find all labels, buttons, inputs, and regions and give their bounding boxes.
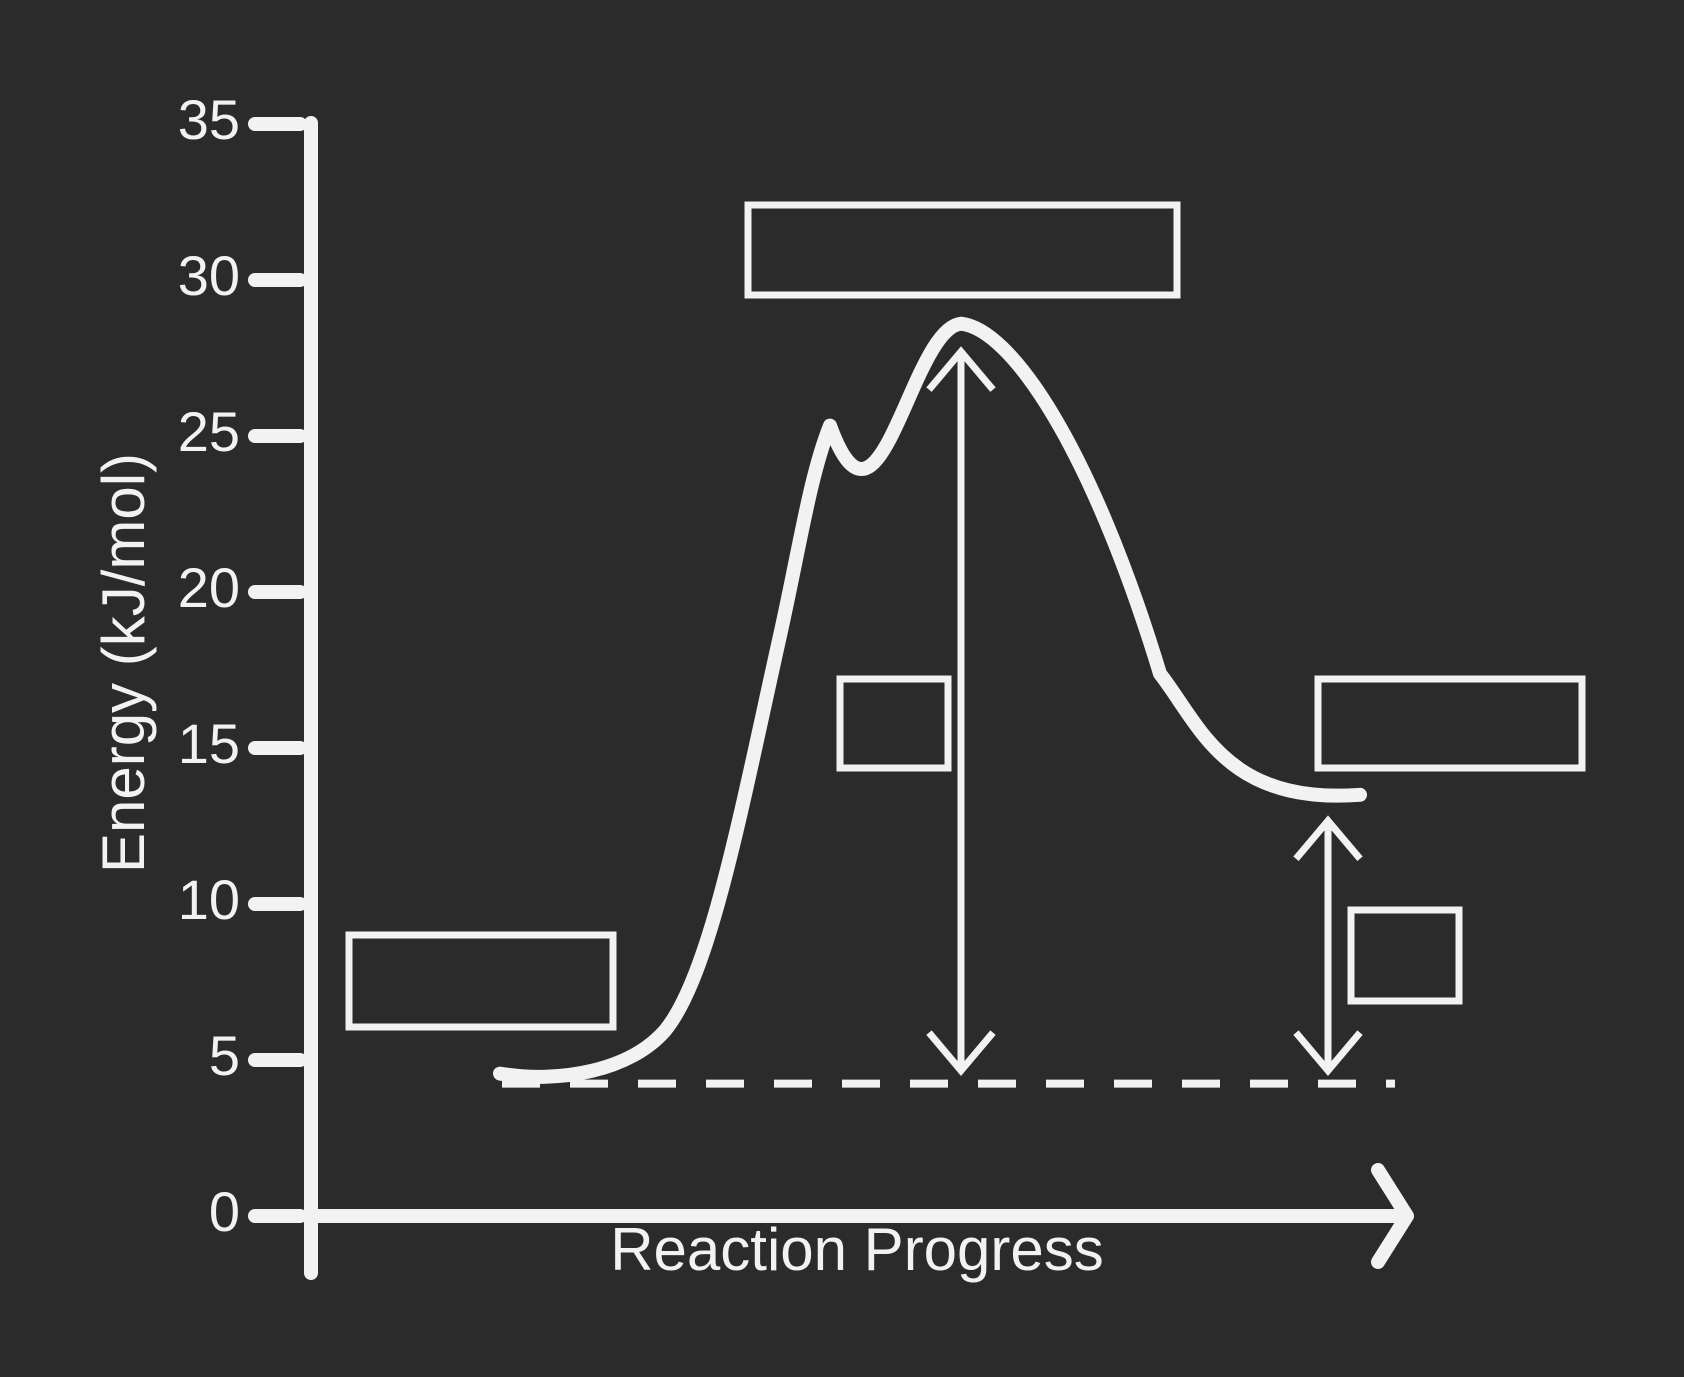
y-tick-label: 5 <box>209 1024 240 1087</box>
products-label-box[interactable] <box>1314 675 1586 772</box>
y-tick-label: 30 <box>178 244 240 307</box>
energy-profile-curve <box>493 316 1367 1084</box>
y-tick-label: 15 <box>178 712 240 775</box>
reaction-enthalpy-label-box[interactable] <box>1347 906 1463 1005</box>
y-tick-label: 25 <box>178 400 240 463</box>
reactants-label-box[interactable] <box>345 931 617 1031</box>
activation-energy-arrow <box>926 346 996 1077</box>
x-axis-title: Reaction Progress <box>610 1216 1104 1283</box>
y-tick-label: 0 <box>209 1180 240 1243</box>
transition-state-label-box[interactable] <box>744 201 1181 299</box>
y-tick-label: 20 <box>178 556 240 619</box>
y-axis-title: Energy (kJ/mol) <box>90 453 157 873</box>
x-axis-arrowhead-icon <box>1371 1163 1414 1269</box>
y-axis-ticks: 0 5 10 15 20 25 30 35 <box>178 88 307 1243</box>
y-tick-label: 10 <box>178 868 240 931</box>
activation-energy-label-box[interactable] <box>836 675 952 772</box>
y-tick-label: 35 <box>178 88 240 151</box>
reaction-enthalpy-arrow <box>1293 815 1363 1077</box>
